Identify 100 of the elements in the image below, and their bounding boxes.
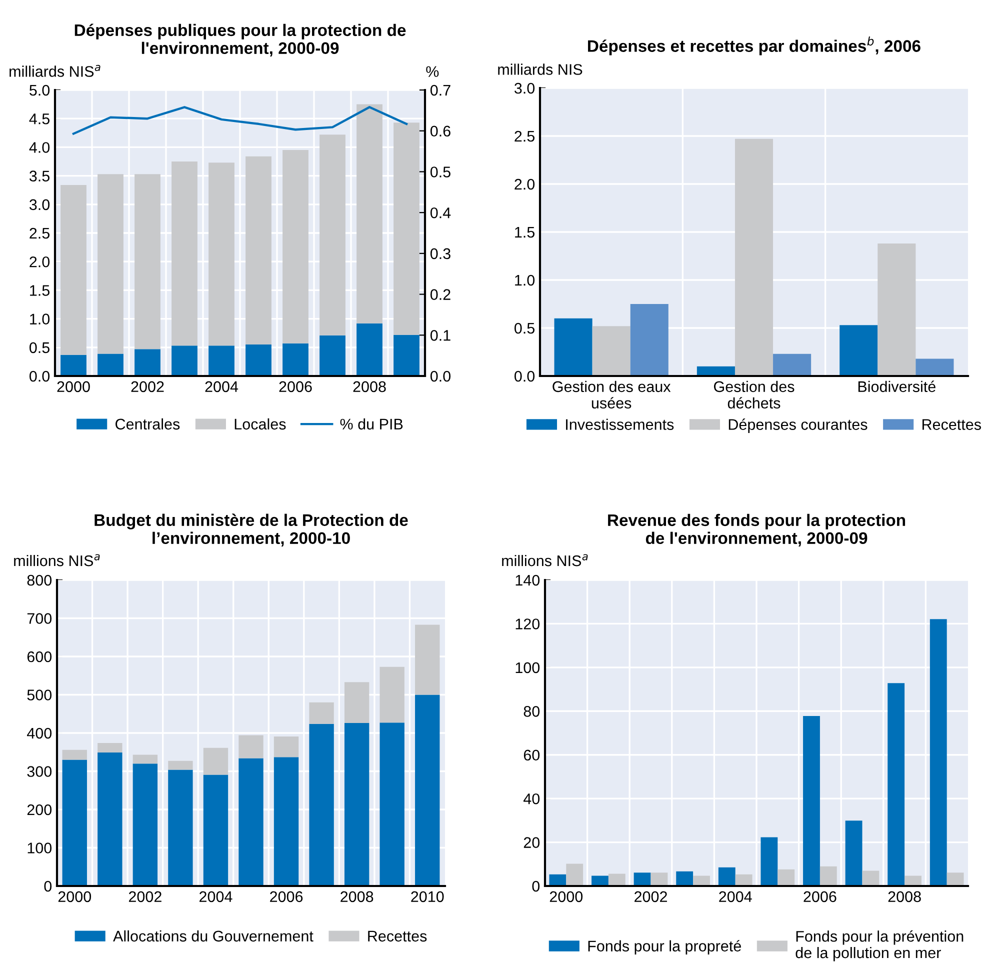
bar [592, 326, 630, 376]
y-tick-label: 0.5 [514, 322, 534, 334]
bar [380, 666, 404, 723]
x-tick-label: 2006 [279, 381, 312, 392]
x-tick-label: Gestion des eaux usées [552, 380, 671, 409]
bar [356, 104, 382, 324]
x-tick-label: 2010 [411, 891, 444, 902]
bar [282, 343, 308, 376]
bar [930, 619, 947, 886]
bar [98, 174, 124, 354]
bar [946, 872, 964, 886]
x-tick-label: 2008 [353, 381, 386, 392]
y-tick-label: 0.0 [514, 370, 535, 382]
y-tick-label: 60 [524, 750, 540, 761]
y2-tick-label: 0.2 [430, 289, 450, 300]
bar [238, 758, 264, 886]
legend-label: Recettes [368, 930, 427, 942]
x-tick-label: Biodiversité [858, 380, 936, 392]
x-tick-label: 2004 [200, 891, 232, 902]
bar [274, 736, 299, 758]
legend-label: % du PIB [340, 418, 403, 430]
x-tick-label: 2006 [270, 891, 303, 902]
bar [566, 864, 584, 886]
x-tick-label: 2004 [205, 381, 238, 392]
bar [98, 354, 124, 376]
bar [320, 335, 346, 376]
y-tick-label: 300 [27, 766, 52, 777]
bar [98, 742, 122, 753]
y-tick-label: 700 [27, 613, 52, 624]
bar [554, 318, 592, 376]
bar [134, 174, 160, 350]
legend-label: Recettes [922, 419, 981, 430]
y-tick-label: 0 [532, 880, 540, 892]
bar [820, 866, 837, 886]
bar [878, 244, 916, 376]
bar [282, 150, 308, 344]
y-tick-label: 2.5 [30, 228, 50, 239]
bar [208, 162, 234, 346]
bar [735, 874, 752, 886]
y-tick-label: 2.5 [514, 130, 534, 142]
chart-title: Dépenses et recettes par domaines$^{b}$, 2006 [588, 36, 920, 56]
y-tick-label: 3.0 [29, 199, 50, 210]
y2-tick-label: 0.4 [430, 207, 451, 218]
y2-tick-label: 0.5 [430, 166, 450, 178]
y-tick-label: 3.5 [29, 170, 50, 182]
bar [168, 770, 193, 886]
bar [778, 869, 795, 886]
y-tick-label: 100 [28, 842, 52, 854]
y-tick-label: 200 [27, 804, 52, 816]
y-tick-label: 3.0 [514, 82, 535, 94]
bar [344, 723, 370, 886]
chart-title: Dépenses publiques pour la protection de l'environnement, 2000-09 [74, 24, 406, 56]
x-tick-label: 2002 [131, 381, 164, 392]
y-tick-label: 1.0 [515, 274, 535, 286]
bar [549, 874, 566, 886]
bar [238, 735, 264, 758]
bar [62, 750, 87, 760]
bar [773, 354, 812, 376]
y-tick-label: 0 [44, 880, 52, 892]
x-tick-label: 2004 [719, 891, 752, 902]
y2-tick-label: 0.6 [430, 126, 450, 137]
bar [734, 138, 774, 376]
bar [676, 871, 694, 886]
bar [246, 344, 272, 376]
y-tick-label: 20 [524, 837, 540, 848]
bar [592, 876, 608, 886]
bar [168, 760, 193, 770]
x-tick-label: 2008 [888, 891, 921, 902]
bar [98, 752, 122, 886]
bar [608, 874, 626, 886]
legend-label: Dépenses courantes [728, 418, 868, 433]
y2-tick-label: 0.3 [430, 248, 450, 260]
bar [203, 774, 228, 886]
x-tick-label: 2002 [128, 891, 162, 902]
bar [415, 694, 440, 886]
y2-axis-title: % [426, 66, 439, 77]
legend-label: Fonds pour la propreté [588, 940, 741, 954]
bar [320, 134, 346, 336]
y-axis-title: millions NIS$^{a}$ [502, 554, 588, 566]
y-tick-label: 0.5 [30, 342, 50, 354]
y-tick-label: 40 [524, 793, 540, 804]
bar [630, 304, 668, 376]
bar [916, 358, 954, 376]
bar [132, 754, 158, 764]
chart-title: Budget du ministère de la Protection de l’environnement, 2000-10 [94, 514, 408, 546]
bar [172, 162, 198, 346]
x-tick-label: 2000 [58, 891, 92, 902]
bar [888, 683, 905, 886]
bar [380, 722, 404, 886]
x-tick-label: Gestion des déchets [714, 380, 794, 409]
y-tick-label: 1.5 [30, 285, 50, 296]
y-axis-title: milliards NIS [498, 64, 582, 75]
y-tick-label: 4.5 [29, 114, 50, 124]
bar [246, 156, 272, 345]
chart-title: Revenue des fonds pour la protection de l'environnement, 2000-09 [608, 514, 906, 546]
bar [344, 682, 370, 724]
bar [203, 748, 228, 775]
legend-label: Allocations du Gouvernement [113, 930, 314, 942]
bar [309, 724, 334, 886]
bar [840, 325, 878, 376]
